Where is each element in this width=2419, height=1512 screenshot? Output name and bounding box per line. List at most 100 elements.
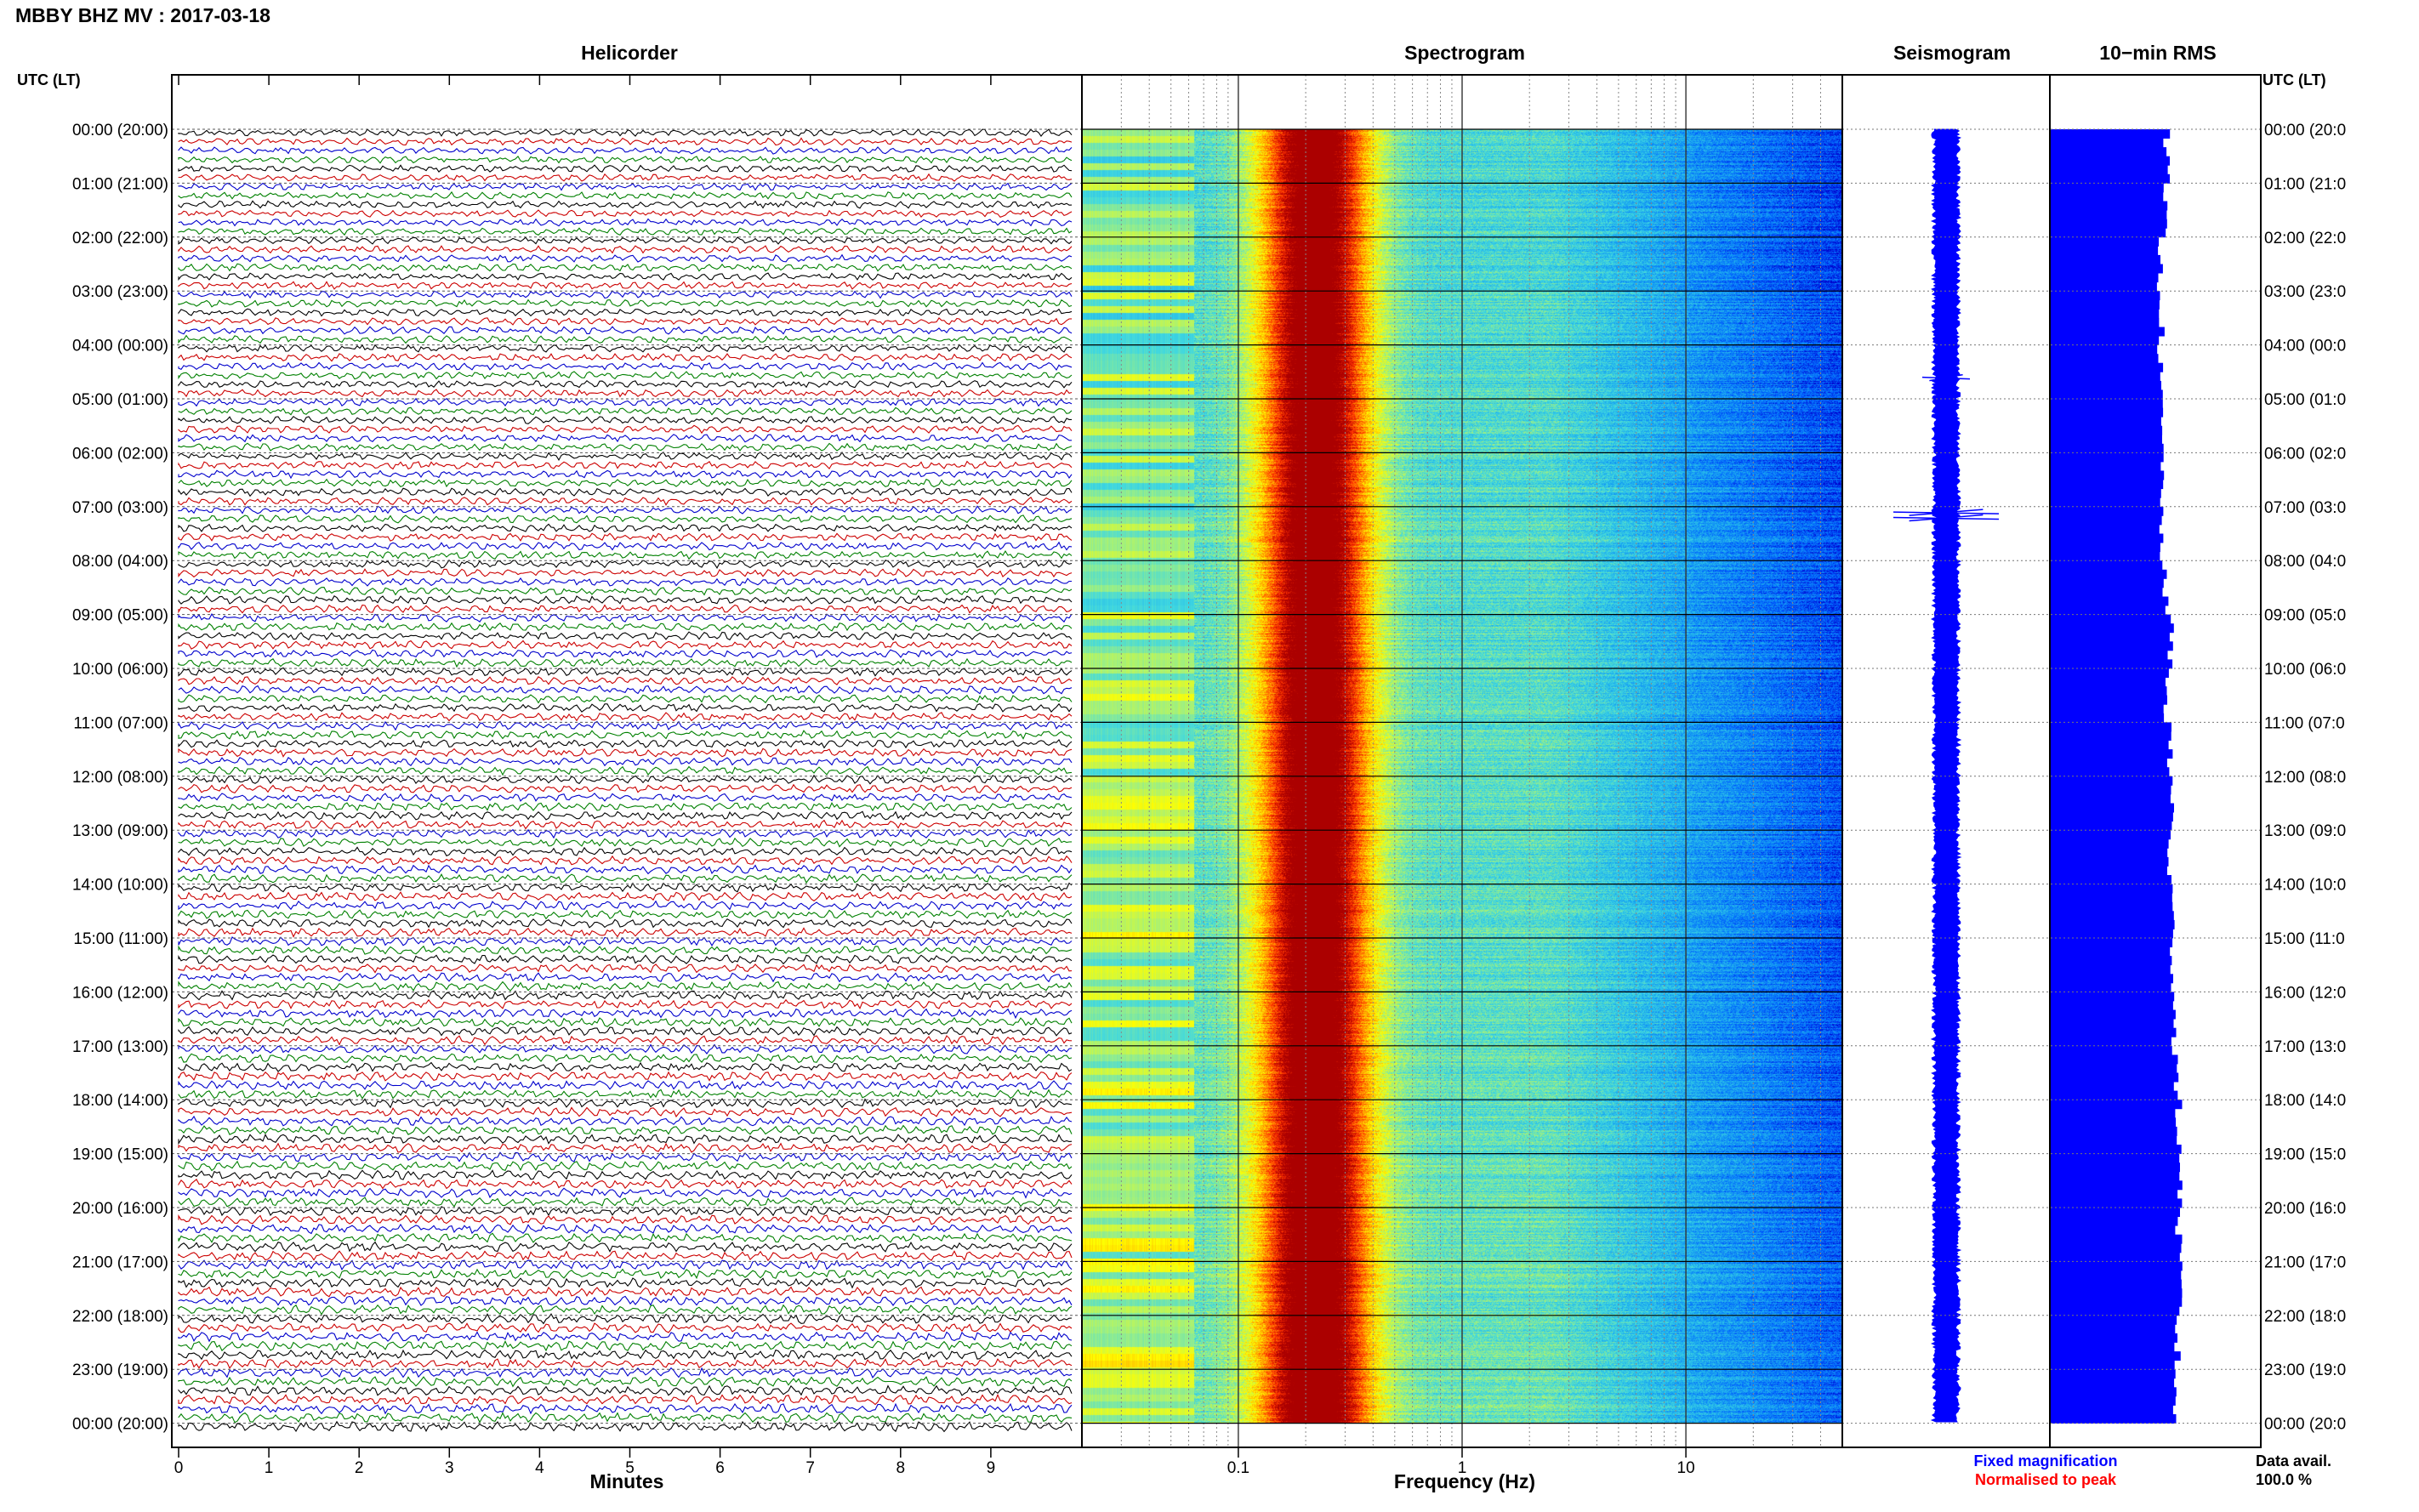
helicorder-trace — [178, 936, 1073, 946]
helicorder-trace — [178, 164, 1073, 173]
rms-bar — [2050, 1054, 2178, 1065]
time-label-left: 07:00 (03:00) — [72, 499, 168, 517]
rms-bar — [2050, 389, 2163, 400]
time-label-left: 11:00 (07:00) — [73, 714, 168, 732]
helicorder-trace — [178, 712, 1073, 722]
helicorder-trace — [178, 1322, 1073, 1333]
helicorder-trace — [178, 253, 1073, 263]
rms-bar — [2050, 659, 2173, 669]
rms-bar — [2050, 1189, 2178, 1199]
helicorder-trace — [178, 1384, 1073, 1396]
helicorder-trace — [178, 128, 1073, 138]
rms-bar — [2050, 803, 2174, 813]
rms-bar — [2050, 435, 2162, 445]
helicorder-trace — [178, 738, 1073, 749]
spectrogram-tick-label: 0.1 — [1227, 1459, 1249, 1477]
time-label-right: 16:00 (12:0 — [2264, 984, 2346, 1002]
helicorder-trace — [178, 685, 1073, 695]
time-label-right: 13:00 (09:0 — [2264, 822, 2346, 840]
rms-bar — [2050, 1162, 2180, 1173]
time-label-right: 23:00 (19:0 — [2264, 1361, 2346, 1379]
rms-bar — [2050, 192, 2164, 202]
rms-bar — [2050, 354, 2159, 364]
spectrogram-header: Spectrogram — [1404, 42, 1525, 64]
helicorder-trace — [178, 568, 1073, 578]
seismogram-header: Seismogram — [1893, 42, 2011, 64]
rms-bar — [2050, 722, 2171, 732]
rms-bar — [2050, 1037, 2171, 1047]
rms-bar — [2050, 785, 2171, 795]
rms-bar — [2050, 1234, 2183, 1244]
rms-bar — [2050, 281, 2157, 292]
helicorder-trace — [178, 963, 1073, 974]
time-label-left: 00:00 (20:00) — [72, 122, 168, 139]
rms-bar — [2050, 1090, 2178, 1100]
helicorder-frame — [171, 74, 1083, 1448]
rms-bar — [2050, 1270, 2182, 1280]
helicorder-trace — [178, 1053, 1073, 1064]
rms-bar — [2050, 380, 2161, 390]
helicorder-trace — [178, 209, 1073, 218]
helicorder-trace — [178, 1043, 1073, 1055]
helicorder-trace — [178, 765, 1073, 776]
time-label-left: 01:00 (21:00) — [72, 175, 168, 193]
helicorder-trace — [178, 909, 1073, 920]
helicorder-tick-label: 4 — [535, 1459, 544, 1477]
helicorder-trace — [178, 190, 1073, 200]
rms-bar — [2050, 183, 2164, 193]
helicorder-trace — [178, 352, 1073, 362]
helicorder-trace — [178, 1259, 1073, 1271]
helicorder-trace — [178, 1187, 1073, 1199]
spectrogram-gridlines — [1081, 75, 1843, 1447]
time-label-right: 18:00 (14:0 — [2264, 1092, 2346, 1110]
helicorder-trace — [178, 317, 1073, 327]
hour-gridlines — [172, 128, 2261, 1424]
legend-normalised-to-peak: Normalised to peak — [1975, 1471, 2117, 1488]
rms-bar — [2050, 165, 2168, 175]
helicorder-trace — [178, 730, 1073, 740]
helicorder-trace — [178, 227, 1073, 236]
helicorder-trace — [178, 1367, 1073, 1378]
rms-bar — [2050, 1225, 2176, 1236]
data-availability-value: 100.0 % — [2256, 1471, 2312, 1488]
helicorder-tick-label: 3 — [445, 1459, 454, 1477]
rms-bar — [2050, 767, 2170, 777]
helicorder-trace — [178, 657, 1073, 668]
time-label-left: 17:00 (13:00) — [72, 1038, 168, 1056]
time-label-right: 05:00 (01:0 — [2264, 391, 2346, 409]
time-label-right: 00:00 (20:0 — [2264, 122, 2346, 139]
helicorder-trace — [178, 1160, 1073, 1172]
helicorder-trace — [178, 810, 1073, 821]
rms-bar — [2050, 344, 2158, 355]
rms-bar — [2050, 1288, 2183, 1299]
helicorder-trace — [178, 1035, 1073, 1046]
right-axis-label: UTC (LT) — [2262, 71, 2326, 88]
rms-bar — [2050, 856, 2169, 867]
helicorder-trace — [178, 452, 1073, 461]
time-label-left: 05:00 (01:00) — [72, 391, 168, 409]
helicorder-trace — [178, 1304, 1073, 1316]
helicorder-trace — [178, 361, 1073, 371]
rms-bar — [2050, 1063, 2177, 1073]
helicorder-trace — [178, 702, 1073, 713]
helicorder-trace — [178, 855, 1073, 866]
helicorder-trace — [178, 594, 1073, 605]
rms-bar — [2050, 246, 2159, 256]
time-label-right: 21:00 (17:0 — [2264, 1253, 2346, 1271]
rms-bar — [2050, 336, 2160, 345]
helicorder-trace — [178, 1151, 1073, 1162]
rms-bar — [2050, 299, 2160, 310]
helicorder-trace — [178, 523, 1073, 533]
time-label-right: 06:00 (02:0 — [2264, 445, 2346, 463]
helicorder-trace — [178, 802, 1073, 812]
helicorder-trace — [178, 1412, 1073, 1424]
rms-bar — [2050, 1108, 2176, 1118]
rms-bar — [2050, 254, 2160, 264]
rms-frame — [2049, 74, 2262, 1448]
time-label-left: 21:00 (17:00) — [72, 1253, 168, 1271]
helicorder-trace — [178, 1349, 1073, 1361]
rms-bar — [2050, 1297, 2183, 1307]
helicorder-trace — [178, 1026, 1073, 1037]
rms-bar — [2050, 677, 2166, 687]
helicorder-trace — [178, 334, 1073, 344]
